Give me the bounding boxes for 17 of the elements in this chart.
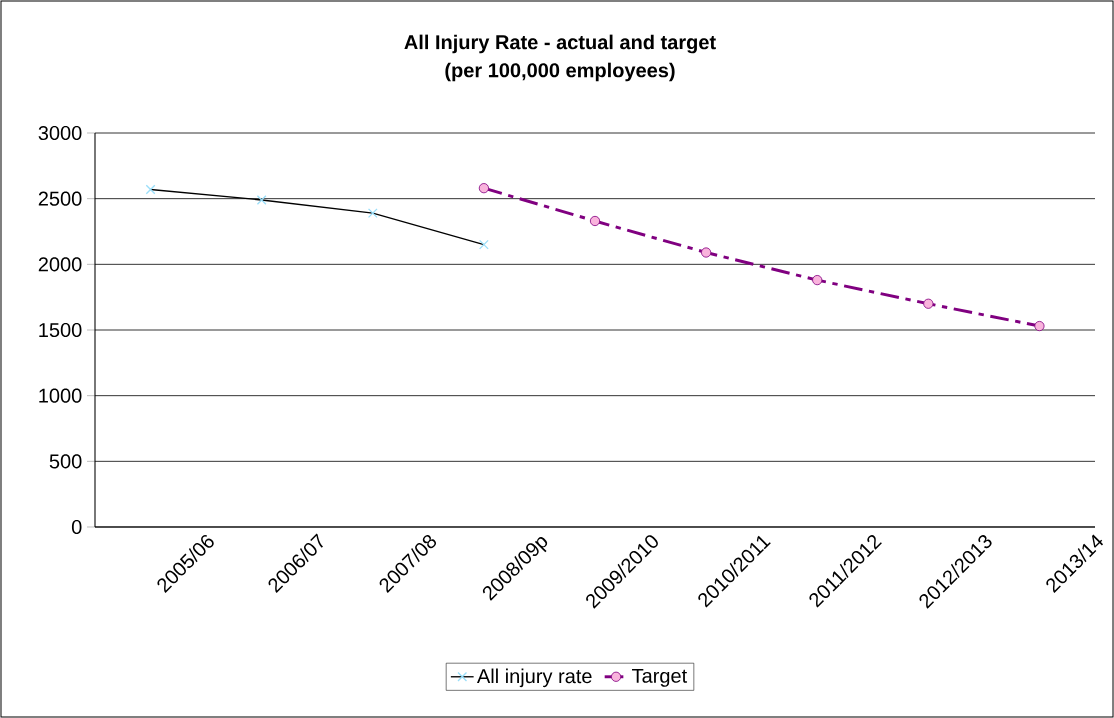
y-tick-label: 1000 <box>39 388 82 403</box>
point <box>701 247 712 258</box>
point <box>589 215 601 227</box>
point <box>923 298 934 309</box>
y-tick-label: 2000 <box>38 257 82 272</box>
y-tick-label: 2500 <box>38 191 82 206</box>
y-tick-label: 3000 <box>38 125 82 141</box>
y-tick-label: 1500 <box>39 322 82 338</box>
point <box>478 183 489 194</box>
chart-title: All Injury Rate - actual and target <box>404 34 716 54</box>
chart-subtitle: (per 100,000 employees) <box>445 62 675 82</box>
legend-label: Target <box>632 668 688 687</box>
legend-label: All injury rate <box>476 668 592 688</box>
y-tick-label: 0 <box>71 519 82 535</box>
point <box>812 275 823 286</box>
y-tick-label: 500 <box>49 454 82 469</box>
point <box>1034 320 1045 332</box>
